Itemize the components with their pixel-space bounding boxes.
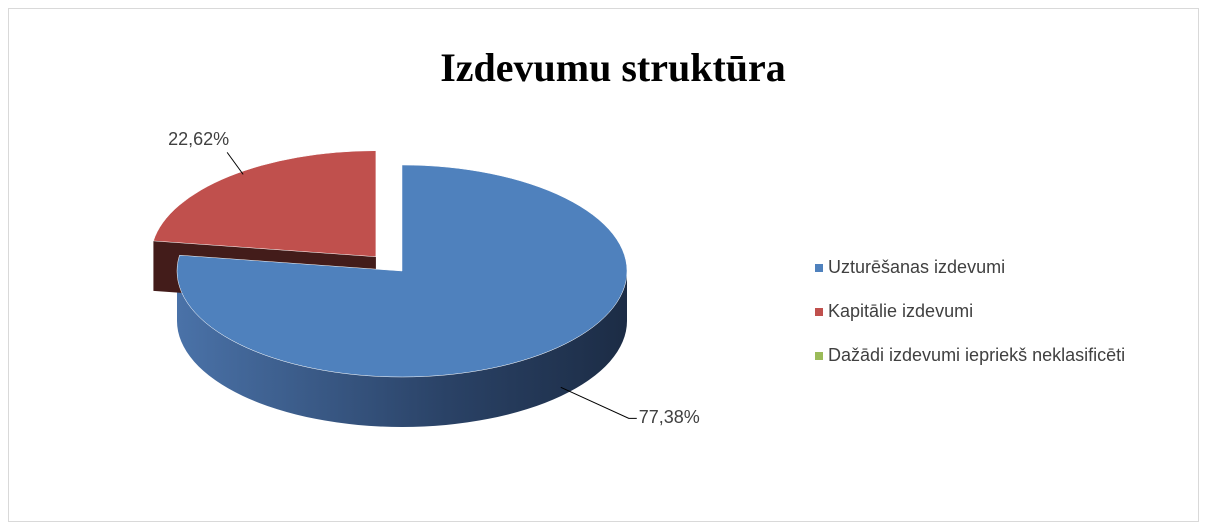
legend-swatch (815, 264, 823, 272)
chart-title: Izdevumu struktūra (440, 45, 786, 90)
leader-line (560, 386, 637, 419)
data-label: 77,38% (639, 407, 700, 427)
legend-label: Uzturēšanas izdevumi (828, 257, 1005, 277)
leader-line (226, 152, 244, 175)
legend-label: Dažādi izdevumi iepriekš neklasificēti (828, 345, 1125, 365)
slice (153, 150, 377, 257)
legend-label: Kapitālie izdevumi (828, 301, 973, 321)
legend-swatch (815, 352, 823, 360)
data-label: 22,62% (168, 129, 229, 149)
slice-side (177, 271, 627, 427)
legend-swatch (815, 308, 823, 316)
slice (176, 164, 628, 378)
